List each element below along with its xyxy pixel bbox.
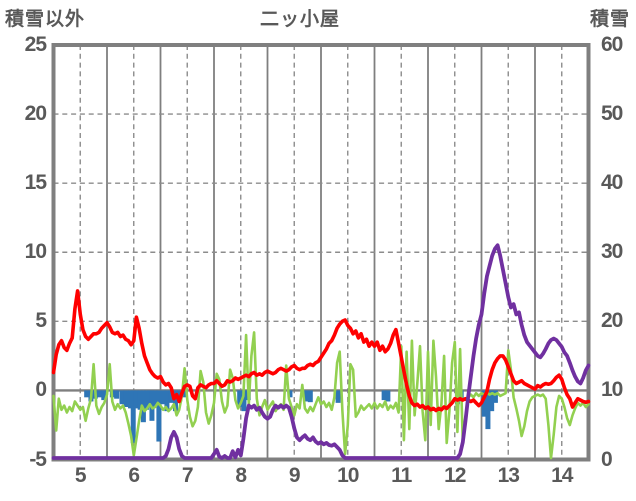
blue-bar [181,390,187,398]
x-axis-tick: 11 [391,464,412,487]
right-axis-title: 積雪 [589,9,630,30]
blue-bar [381,390,387,401]
blue-bar [287,390,293,398]
chart-title: 二ッ小屋 [259,9,340,30]
x-axis-tick: 13 [497,464,520,487]
right-axis-tick: 30 [601,240,623,264]
blue-bar [164,390,170,412]
blue-bar [123,390,129,407]
right-axis-tick: 0 [601,447,613,471]
right-axis-tick: 10 [601,378,623,402]
blue-bar [335,390,341,403]
blue-bar [489,390,495,412]
right-axis-tick: 60 [601,33,623,56]
blue-bar [172,390,178,412]
x-axis-tick: 6 [128,464,140,487]
blue-bar [119,390,125,405]
left-axis-title: 積雪以外 [5,9,86,30]
blue-bar [130,390,136,443]
blue-bar [101,390,107,401]
blue-bar [492,390,498,403]
left-axis-tick: 0 [35,378,47,402]
left-axis-tick: 25 [24,33,47,56]
blue-bar [485,390,491,430]
blue-bar [303,390,309,402]
green-line [52,331,590,460]
purple-line [51,243,591,460]
blue-bar [385,390,391,402]
blue-bar [237,390,243,407]
red-line [51,289,591,413]
blue-bar [481,390,487,417]
blue-bar [128,390,134,409]
blue-bar [241,390,247,412]
x-axis-tick: 5 [74,464,87,487]
right-axis-tick: 50 [601,102,623,126]
left-axis-tick: -5 [29,447,47,471]
plot-border [51,43,591,462]
blue-bar [168,390,174,403]
blue-bar [97,390,103,398]
right-axis-tick: 40 [601,171,623,195]
blue-bar [133,390,139,409]
x-axis-tick: 10 [337,464,359,487]
left-axis-tick: 15 [24,171,47,195]
x-axis-tick: 9 [288,464,301,487]
right-axis-tick: 20 [601,309,623,333]
x-axis-tick: 12 [444,464,466,487]
x-axis-tick: 8 [235,464,247,487]
left-axis-tick: 5 [35,309,47,333]
x-axis-tick: 14 [551,464,573,487]
blue-bar [84,390,90,398]
left-axis-tick: 20 [24,102,47,126]
x-axis-tick: 7 [181,464,194,487]
blue-bar [160,390,166,405]
blue-bar [307,390,313,403]
blue-bar [144,390,150,410]
blue-bar [137,390,143,410]
blue-bar [152,390,158,406]
blue-bar [156,390,162,442]
blue-bar [114,390,120,399]
left-axis-tick: 10 [24,240,47,264]
